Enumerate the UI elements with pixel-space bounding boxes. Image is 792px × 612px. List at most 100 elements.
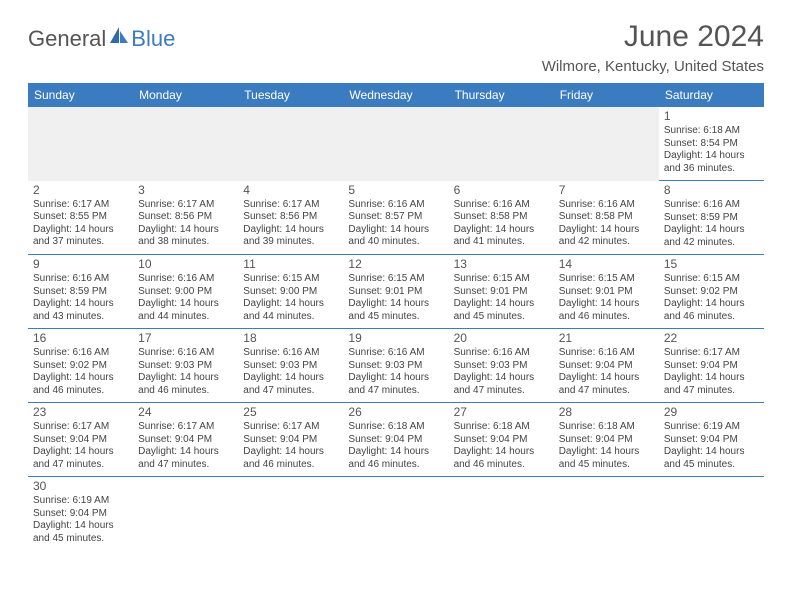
day-number: 30 [33, 479, 128, 494]
day-number: 25 [243, 405, 338, 420]
day-detail: Sunset: 9:01 PM [559, 286, 654, 299]
day-detail: Sunset: 9:01 PM [454, 286, 549, 299]
day-detail: Sunrise: 6:15 AM [454, 273, 549, 286]
day-cell: 25Sunrise: 6:17 AMSunset: 9:04 PMDayligh… [238, 403, 343, 477]
location: Wilmore, Kentucky, United States [542, 58, 764, 75]
day-detail: Sunset: 8:58 PM [559, 211, 654, 224]
logo-text-general: General [28, 26, 106, 52]
day-detail: Sunset: 9:04 PM [33, 508, 128, 521]
day-detail: Daylight: 14 hours and 46 minutes. [33, 372, 128, 397]
day-detail: Sunset: 9:03 PM [243, 360, 338, 373]
day-detail: Sunset: 9:01 PM [348, 286, 443, 299]
day-number: 26 [348, 405, 443, 420]
day-number: 1 [664, 109, 759, 124]
day-detail: Sunrise: 6:16 AM [243, 347, 338, 360]
empty-cell [554, 477, 659, 551]
day-number: 7 [559, 183, 654, 198]
day-detail: Sunset: 8:55 PM [33, 211, 128, 224]
day-detail: Sunset: 9:04 PM [664, 360, 759, 373]
day-cell: 17Sunrise: 6:16 AMSunset: 9:03 PMDayligh… [133, 329, 238, 403]
calendar-week-row: 1Sunrise: 6:18 AMSunset: 8:54 PMDaylight… [28, 107, 764, 181]
day-number: 11 [243, 257, 338, 272]
day-detail: Sunset: 9:04 PM [559, 434, 654, 447]
day-detail: Sunrise: 6:19 AM [33, 495, 128, 508]
day-detail: Daylight: 14 hours and 36 minutes. [664, 150, 759, 175]
day-detail: Daylight: 14 hours and 42 minutes. [664, 224, 759, 249]
day-detail: Sunrise: 6:17 AM [138, 199, 233, 212]
day-cell: 26Sunrise: 6:18 AMSunset: 9:04 PMDayligh… [343, 403, 448, 477]
weekday-header-row: SundayMondayTuesdayWednesdayThursdayFrid… [28, 83, 764, 107]
day-number: 17 [138, 331, 233, 346]
day-detail: Daylight: 14 hours and 46 minutes. [138, 372, 233, 397]
day-detail: Sunrise: 6:18 AM [664, 125, 759, 138]
day-number: 9 [33, 257, 128, 272]
empty-cell [659, 477, 764, 551]
day-detail: Sunset: 8:57 PM [348, 211, 443, 224]
day-cell: 18Sunrise: 6:16 AMSunset: 9:03 PMDayligh… [238, 329, 343, 403]
day-detail: Sunset: 9:04 PM [243, 434, 338, 447]
day-detail: Sunset: 9:04 PM [33, 434, 128, 447]
empty-cell [343, 477, 448, 551]
calendar-week-row: 23Sunrise: 6:17 AMSunset: 9:04 PMDayligh… [28, 403, 764, 477]
day-detail: Sunrise: 6:16 AM [138, 273, 233, 286]
day-cell: 19Sunrise: 6:16 AMSunset: 9:03 PMDayligh… [343, 329, 448, 403]
header: General Blue June 2024 Wilmore, Kentucky… [28, 20, 764, 75]
day-number: 8 [664, 183, 759, 198]
day-detail: Sunset: 9:04 PM [138, 434, 233, 447]
day-detail: Sunset: 8:58 PM [454, 211, 549, 224]
day-number: 2 [33, 183, 128, 198]
day-number: 14 [559, 257, 654, 272]
day-detail: Daylight: 14 hours and 45 minutes. [33, 520, 128, 545]
day-detail: Sunrise: 6:16 AM [454, 199, 549, 212]
day-detail: Sunrise: 6:18 AM [559, 421, 654, 434]
day-number: 12 [348, 257, 443, 272]
day-detail: Sunrise: 6:16 AM [33, 347, 128, 360]
day-number: 21 [559, 331, 654, 346]
empty-cell [238, 107, 343, 181]
day-detail: Sunrise: 6:16 AM [138, 347, 233, 360]
day-cell: 28Sunrise: 6:18 AMSunset: 9:04 PMDayligh… [554, 403, 659, 477]
day-cell: 16Sunrise: 6:16 AMSunset: 9:02 PMDayligh… [28, 329, 133, 403]
sail-icon [108, 26, 130, 44]
day-detail: Daylight: 14 hours and 38 minutes. [138, 224, 233, 249]
day-number: 27 [454, 405, 549, 420]
day-detail: Sunrise: 6:17 AM [664, 347, 759, 360]
day-detail: Sunrise: 6:15 AM [664, 273, 759, 286]
day-detail: Daylight: 14 hours and 41 minutes. [454, 224, 549, 249]
day-detail: Daylight: 14 hours and 47 minutes. [454, 372, 549, 397]
day-detail: Sunrise: 6:16 AM [348, 347, 443, 360]
day-number: 10 [138, 257, 233, 272]
day-detail: Sunset: 9:00 PM [138, 286, 233, 299]
title-block: June 2024 Wilmore, Kentucky, United Stat… [542, 20, 764, 75]
day-detail: Daylight: 14 hours and 47 minutes. [559, 372, 654, 397]
day-number: 23 [33, 405, 128, 420]
day-detail: Daylight: 14 hours and 46 minutes. [454, 446, 549, 471]
day-cell: 15Sunrise: 6:15 AMSunset: 9:02 PMDayligh… [659, 255, 764, 329]
day-detail: Daylight: 14 hours and 47 minutes. [243, 372, 338, 397]
day-detail: Daylight: 14 hours and 44 minutes. [138, 298, 233, 323]
day-detail: Sunset: 8:56 PM [138, 211, 233, 224]
weekday-header: Tuesday [238, 83, 343, 107]
day-cell: 22Sunrise: 6:17 AMSunset: 9:04 PMDayligh… [659, 329, 764, 403]
day-detail: Daylight: 14 hours and 46 minutes. [664, 298, 759, 323]
day-cell: 21Sunrise: 6:16 AMSunset: 9:04 PMDayligh… [554, 329, 659, 403]
day-number: 15 [664, 257, 759, 272]
weekday-header: Saturday [659, 83, 764, 107]
weekday-header: Monday [133, 83, 238, 107]
day-cell: 7Sunrise: 6:16 AMSunset: 8:58 PMDaylight… [554, 181, 659, 255]
day-cell: 23Sunrise: 6:17 AMSunset: 9:04 PMDayligh… [28, 403, 133, 477]
day-cell: 27Sunrise: 6:18 AMSunset: 9:04 PMDayligh… [449, 403, 554, 477]
day-cell: 10Sunrise: 6:16 AMSunset: 9:00 PMDayligh… [133, 255, 238, 329]
day-detail: Sunset: 9:04 PM [664, 434, 759, 447]
day-cell: 1Sunrise: 6:18 AMSunset: 8:54 PMDaylight… [659, 107, 764, 181]
calendar-week-row: 9Sunrise: 6:16 AMSunset: 8:59 PMDaylight… [28, 255, 764, 329]
day-cell: 11Sunrise: 6:15 AMSunset: 9:00 PMDayligh… [238, 255, 343, 329]
day-detail: Daylight: 14 hours and 46 minutes. [243, 446, 338, 471]
day-detail: Daylight: 14 hours and 47 minutes. [33, 446, 128, 471]
day-detail: Sunrise: 6:17 AM [33, 421, 128, 434]
day-detail: Sunset: 9:04 PM [348, 434, 443, 447]
day-detail: Daylight: 14 hours and 44 minutes. [243, 298, 338, 323]
day-detail: Sunrise: 6:16 AM [454, 347, 549, 360]
day-detail: Daylight: 14 hours and 45 minutes. [664, 446, 759, 471]
empty-cell [238, 477, 343, 551]
